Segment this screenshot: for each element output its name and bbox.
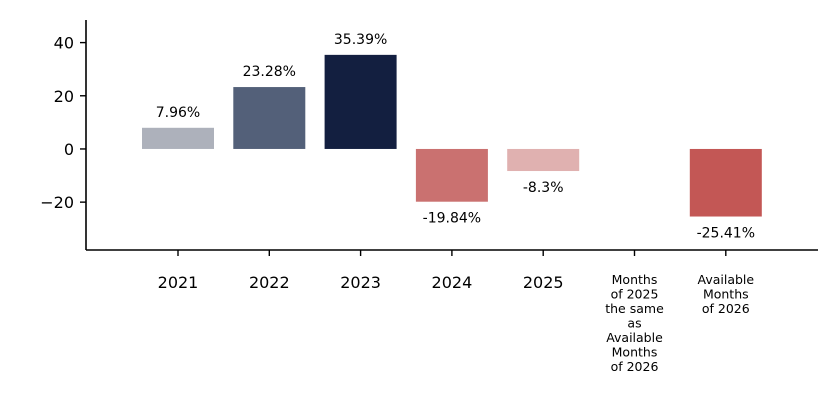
y-ticks-group: −20 0 20 40: [40, 34, 86, 212]
bar-1: [233, 87, 306, 149]
bars-group: [142, 54, 762, 217]
y-tick-label-2: 20: [54, 87, 74, 106]
x-tick-label-3: 2024: [432, 273, 473, 292]
data-label-1: 23.28%: [243, 64, 296, 80]
x-tick-label-0: 2021: [158, 273, 199, 292]
x-tick-label-6: Available Months of 2026: [698, 272, 755, 316]
x-tick-label-1: 2022: [249, 273, 290, 292]
data-label-2: 35.39%: [334, 32, 387, 48]
data-labels-group: 7.96% 23.28% 35.39% -19.84% -8.3% -25.41%: [156, 32, 755, 242]
bar-3: [415, 148, 488, 202]
data-label-6: -25.41%: [697, 226, 755, 242]
bar-0: [142, 127, 214, 149]
x-tick-label-5: Months of 2025 the same as Available Months of…: [605, 272, 664, 374]
y-tick-label-0: −20: [40, 193, 74, 212]
x-ticks-group: 2021 2022 2023 2024 2025 Months of 2025 the sam…: [158, 250, 755, 374]
y-tick-label-3: 40: [54, 34, 74, 53]
x-tick-label-2: 2023: [340, 273, 381, 292]
data-label-4: -8.3%: [523, 180, 564, 196]
data-label-3: -19.84%: [423, 211, 481, 227]
bar-6: [689, 148, 762, 217]
y-tick-label-1: 0: [64, 140, 74, 159]
data-label-0: 7.96%: [156, 105, 200, 121]
bar-4: [507, 148, 580, 172]
x-tick-label-4: 2025: [523, 273, 564, 292]
bar-2: [324, 54, 397, 149]
